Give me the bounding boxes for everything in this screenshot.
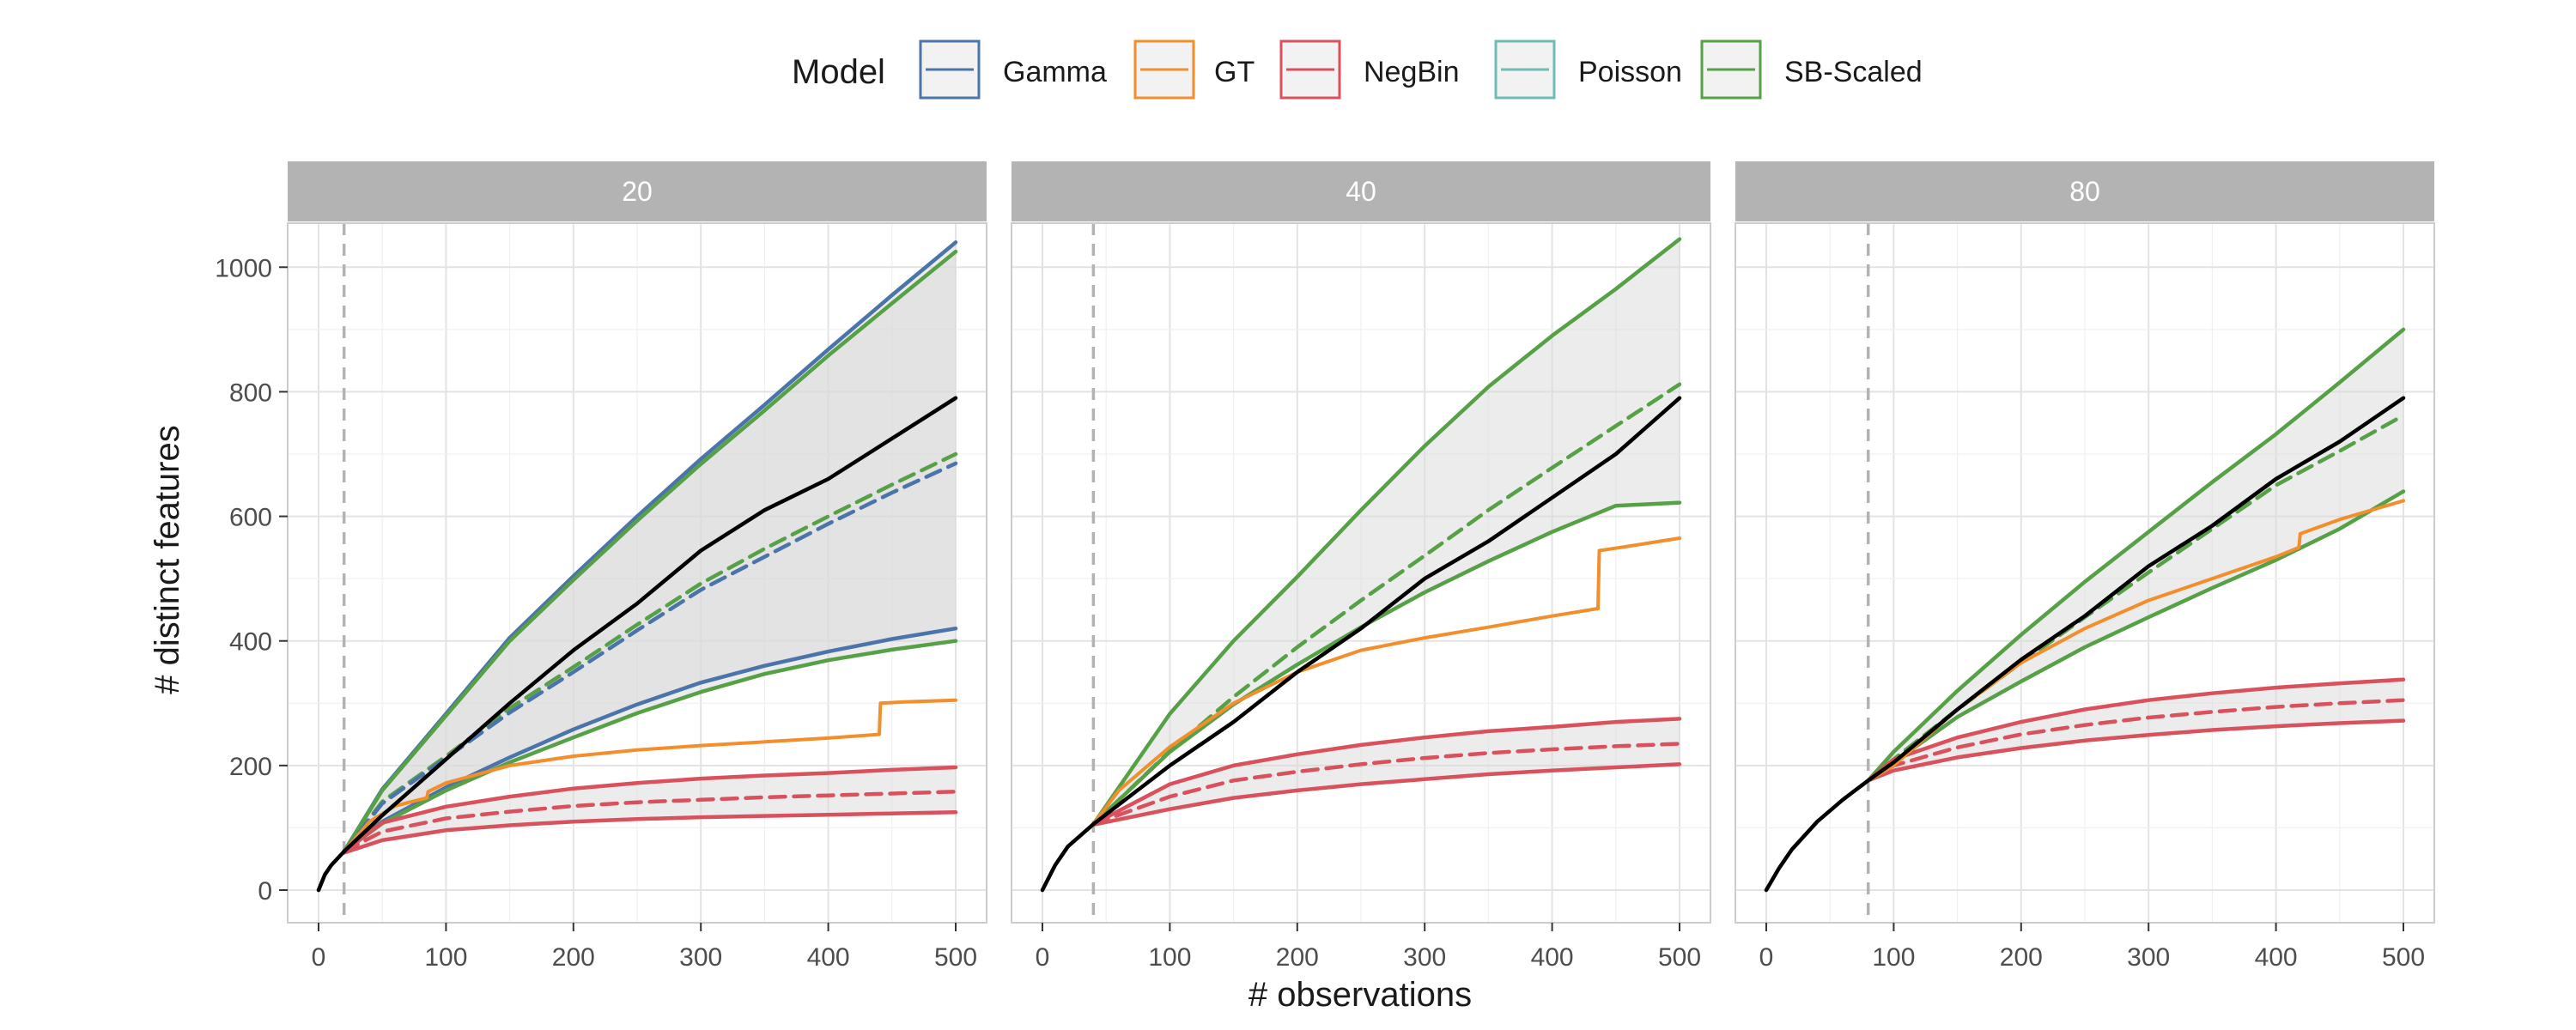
x-tick-label: 200 bbox=[2000, 943, 2043, 972]
x-tick-label: 100 bbox=[424, 943, 467, 972]
series-negbin-upper bbox=[342, 765, 958, 854]
x-tick-label: 200 bbox=[552, 943, 595, 972]
band-sb-scaled bbox=[1868, 329, 2403, 781]
y-tick-label: 1000 bbox=[215, 254, 272, 282]
y-tick-label: 800 bbox=[229, 379, 272, 407]
series-negbin-upper bbox=[1091, 717, 1682, 827]
series-sb-scaled-upper bbox=[342, 249, 958, 854]
series-negbin-lower bbox=[342, 810, 958, 855]
legend: Model Gamma GT NegBin Poisson SB-Scaled bbox=[792, 39, 1923, 100]
facet-strip bbox=[1012, 161, 1710, 221]
x-tick-label: 400 bbox=[807, 943, 850, 972]
panel-80: 80 0 100 200 300 400 500 bbox=[1735, 161, 2435, 972]
facet-strip-label: 40 bbox=[1346, 176, 1376, 207]
series-negbin-lower bbox=[1091, 762, 1682, 827]
series-negbin-upper bbox=[1866, 677, 2406, 783]
legend-label: NegBin bbox=[1364, 56, 1460, 88]
panel-border bbox=[287, 222, 987, 924]
y-tick-label: 200 bbox=[229, 753, 272, 781]
grid bbox=[1735, 223, 2434, 923]
facet-strip-label: 80 bbox=[2069, 176, 2100, 207]
band-negbin bbox=[343, 767, 956, 853]
series-sb-scaled-mean bbox=[342, 451, 958, 854]
x-tick-label: 300 bbox=[1403, 943, 1446, 972]
legend-item-sb-scaled: SB-Scaled bbox=[1700, 39, 1923, 100]
legend-label: SB-Scaled bbox=[1784, 56, 1923, 88]
x-tick-label: 300 bbox=[679, 943, 722, 972]
x-tick-label: 400 bbox=[2255, 943, 2298, 972]
series-gt bbox=[1091, 536, 1681, 827]
series-observed bbox=[316, 396, 958, 893]
series-observed bbox=[1040, 396, 1682, 893]
series-negbin-lower bbox=[1866, 718, 2406, 783]
legend-item-gt: GT bbox=[1133, 39, 1255, 100]
facet-strip bbox=[288, 161, 987, 221]
x-tick-label: 300 bbox=[2127, 943, 2170, 972]
panel-40: 400 100 200 300 400 500 bbox=[1011, 161, 1711, 972]
panel-border bbox=[1735, 222, 2435, 924]
x-tick-label: 200 bbox=[1276, 943, 1319, 972]
series-sb-scaled-lower bbox=[342, 639, 958, 854]
x-tick-label: 0 bbox=[312, 943, 326, 972]
legend-label: GT bbox=[1214, 56, 1255, 88]
facet-strip-label: 20 bbox=[622, 176, 653, 207]
band-negbin bbox=[1868, 679, 2403, 781]
x-axis-title: # observations bbox=[1249, 976, 1472, 1014]
series-gt bbox=[342, 698, 957, 853]
legend-label: Gamma bbox=[1003, 56, 1107, 88]
y-tick-label: 400 bbox=[229, 628, 272, 657]
x-tick-label: 400 bbox=[1531, 943, 1574, 972]
series-negbin-mean bbox=[1866, 698, 2406, 783]
panel-border bbox=[1011, 222, 1711, 924]
x-tick-label: 500 bbox=[1658, 943, 1701, 972]
x-tick-label: 0 bbox=[1036, 943, 1050, 972]
series-sb-scaled-lower bbox=[1091, 500, 1682, 827]
facet-strip bbox=[1735, 161, 2434, 221]
band-sb-scaled bbox=[1093, 239, 1680, 825]
y-tick-label: 600 bbox=[229, 504, 272, 532]
band-negbin bbox=[1093, 718, 1680, 825]
legend-title: Model bbox=[792, 53, 885, 91]
x-tick-label: 500 bbox=[934, 943, 977, 972]
band-sb-scaled bbox=[343, 251, 956, 852]
x-tick-label: 100 bbox=[1148, 943, 1191, 972]
x-tick-label: 0 bbox=[1759, 943, 1774, 972]
series-gamma-mean bbox=[342, 461, 958, 854]
series-sb-scaled-upper bbox=[1866, 327, 2406, 783]
legend-item-negbin: NegBin bbox=[1279, 39, 1460, 100]
x-tick-label: 500 bbox=[2382, 943, 2425, 972]
legend-label: Poisson bbox=[1578, 56, 1682, 88]
x-tick-label: 100 bbox=[1872, 943, 1915, 972]
series-observed bbox=[1764, 396, 2406, 893]
series-sb-scaled-upper bbox=[1091, 237, 1682, 827]
y-tick-label: 0 bbox=[258, 877, 272, 906]
legend-item-gamma: Gamma bbox=[919, 39, 1107, 100]
legend-item-poisson: Poisson bbox=[1494, 39, 1682, 100]
series-negbin-mean bbox=[342, 790, 958, 854]
y-axis-title: # distinct features bbox=[149, 425, 186, 694]
